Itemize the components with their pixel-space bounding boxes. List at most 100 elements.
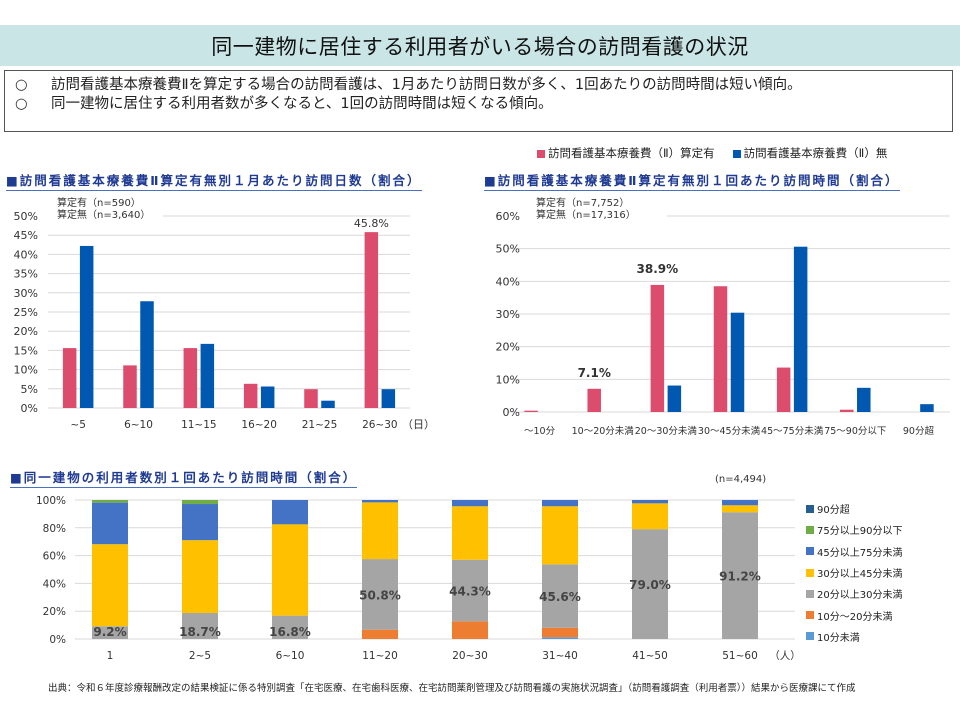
x-tick-label: 31~40	[542, 650, 578, 662]
stacked-segment	[362, 500, 398, 503]
bar-santei-ari	[840, 409, 854, 412]
stacked-segment	[722, 500, 758, 506]
y-tick-label: 35%	[14, 268, 38, 281]
bar-santei-nashi	[667, 385, 682, 412]
legend-label: 訪問看護基本療養費（Ⅱ）算定有	[548, 146, 715, 160]
data-label: 50.8%	[359, 588, 401, 602]
summary-text: 訪問看護基本療養費Ⅱを算定する場合の訪問看護は、1月あたり訪問日数が多く、1回あ…	[51, 77, 802, 93]
y-tick-label: 45%	[14, 229, 38, 242]
x-tick-label: 2~5	[189, 650, 211, 662]
stacked-segment	[182, 500, 218, 505]
circle-bullet-icon: ○	[15, 96, 28, 112]
chart2-n-labels: 算定有（n=7,752） 算定無（n=17,316）	[536, 198, 636, 222]
bar-santei-nashi	[321, 400, 335, 408]
y-tick-label: 40%	[14, 248, 38, 261]
y-tick-label: 10%	[14, 364, 38, 377]
y-tick-label: 40%	[43, 578, 66, 590]
y-tick-label: 30%	[14, 287, 38, 300]
bar-santei-ari	[650, 284, 665, 412]
n-label: 算定有（n=7,752）	[536, 198, 630, 209]
legend-label: 30分以上45分未満	[817, 569, 903, 581]
bar-santei-ari	[524, 410, 538, 412]
bar-santei-ari	[713, 286, 728, 412]
legend-swatch-icon	[806, 568, 814, 577]
y-tick-label: 20%	[496, 341, 520, 354]
bar-santei-ari	[304, 389, 318, 408]
data-label: 79.0%	[629, 578, 671, 592]
y-tick-label: 60%	[496, 210, 520, 223]
x-tick-label: 41~50	[632, 650, 668, 662]
y-tick-label: 0%	[503, 406, 520, 419]
x-tick-label: 6~10	[276, 650, 305, 662]
bar-santei-nashi	[920, 404, 934, 412]
stacked-segment	[632, 503, 668, 530]
chart1-n-labels: 算定有（n=590） 算定無（n=3,640）	[57, 198, 150, 222]
bar-santei-nashi	[140, 301, 154, 408]
legend-item: 75分以上90分以下	[806, 519, 902, 540]
data-label: 18.7%	[179, 625, 221, 639]
x-tick-label: 11~15	[181, 419, 217, 431]
summary-line: ○ 訪問看護基本療養費Ⅱを算定する場合の訪問看護は、1月あたり訪問日数が多く、1…	[15, 76, 952, 95]
x-tick-label: 16~20	[241, 419, 277, 431]
data-label: 7.1%	[578, 366, 611, 380]
stacked-segment	[542, 506, 578, 565]
stacked-segment	[542, 564, 578, 628]
stacked-segment	[632, 529, 668, 639]
x-tick-label: 75～90分以下	[824, 426, 886, 437]
chart2-title: ■訪問看護基本療養費Ⅱ算定有無別１回あたり訪問時間（割合）	[484, 170, 900, 191]
source-note: 出典：令和６年度診療報酬改定の結果検証に係る特別調査「在宅医療、在宅歯科医療、在…	[48, 683, 856, 694]
n-label: 算定無（n=3,640）	[57, 210, 151, 221]
chart1-title: ■訪問看護基本療養費Ⅱ算定有無別１月あたり訪問日数（割合）	[6, 170, 422, 191]
legend-item: 訪問看護基本療養費（Ⅱ）算定有	[537, 145, 715, 161]
x-tick-label: 30～45分未満	[698, 425, 761, 437]
chart1-svg: 0% 5% 10% 15% 20% 25% 30% 35% 40% 45% 50% ~5 6~10 11~…	[14, 210, 435, 431]
n-label: 算定無（n=17,316）	[536, 210, 636, 221]
x-tick-label: 20~30	[452, 650, 488, 662]
page-title: 同一建物に居住する利用者がいる場合の訪問看護の状況	[211, 34, 749, 59]
summary-line: ○ 同一建物に居住する利用者数が多くなると、1回の訪問時間は短くなる傾向。	[15, 95, 952, 114]
bar-santei-ari	[183, 348, 198, 408]
chart3-title: ■同一建物の利用者数別１回あたり訪問時間（割合）	[10, 467, 358, 488]
x-axis-unit-label: （日）	[402, 418, 435, 431]
summary-box: ○ 訪問看護基本療養費Ⅱを算定する場合の訪問看護は、1月あたり訪問日数が多く、1…	[4, 70, 953, 132]
x-tick-label: ～10分	[524, 426, 556, 437]
x-tick-label: 20～30分未満	[635, 425, 698, 437]
stacked-segment	[92, 626, 128, 639]
data-label: 38.9%	[637, 262, 679, 276]
bar-santei-nashi	[200, 343, 215, 408]
x-tick-label: 21~25	[302, 419, 338, 431]
legend-swatch-icon	[806, 504, 814, 513]
data-label: 44.3%	[449, 585, 491, 599]
x-tick-label: 11~20	[362, 650, 398, 662]
bar-santei-ari	[776, 367, 791, 412]
x-tick-label: ~5	[70, 419, 85, 431]
stacked-segment	[362, 559, 398, 630]
legend-swatch-icon	[806, 611, 814, 620]
legend-swatch-icon	[537, 149, 545, 158]
stacked-segment	[272, 524, 308, 616]
stacked-segment	[272, 500, 308, 525]
x-axis-unit-label: （人）	[769, 650, 800, 662]
legend-item: 20分以上30分未満	[806, 583, 902, 604]
stacked-segment	[92, 502, 128, 545]
chart3-n-label: (n=4,494)	[715, 474, 767, 485]
legend-swatch-icon	[806, 525, 814, 534]
y-tick-label: 100%	[36, 495, 66, 507]
stacked-segment	[272, 615, 308, 639]
data-label: 9.2%	[93, 625, 126, 639]
legend-item: 10分未満	[806, 626, 902, 647]
data-label: 45.8%	[354, 217, 389, 230]
legend-item: 30分以上45分未満	[806, 562, 902, 583]
legend-swatch-icon	[806, 632, 814, 641]
chart3-svg: 0% 20% 40% 60% 80% 100% 1 9.2% 2~5 18.7% 6~10 16.8%…	[36, 495, 800, 662]
top-legend: 訪問看護基本療養費（Ⅱ）算定有 訪問看護基本療養費（Ⅱ）無	[537, 145, 887, 161]
n-label: 算定有（n=590）	[57, 198, 141, 209]
legend-item: 90分超	[806, 498, 902, 519]
chart2-svg: 0% 10% 20% 30% 40% 50% 60% ～10分 10～20分未満 20～30分未満…	[496, 210, 950, 437]
y-tick-label: 80%	[43, 523, 66, 535]
stacked-segment	[182, 540, 218, 614]
bar-santei-ari	[62, 348, 77, 408]
y-tick-label: 20%	[43, 606, 66, 618]
stacked-segment	[542, 500, 578, 507]
legend-item: 45分以上75分未満	[806, 541, 902, 562]
